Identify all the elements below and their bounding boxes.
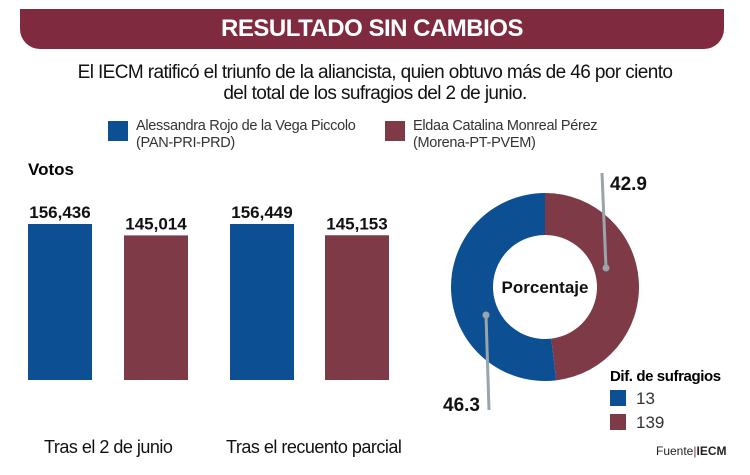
donut-center-label: Porcentaje <box>502 278 589 297</box>
difference-swatch-blue <box>610 390 626 406</box>
legend-name: Alessandra Rojo de la Vega Piccolo <box>136 118 356 134</box>
difference-title: Dif. de sufragios <box>610 368 721 385</box>
slice-value-label: 42.9 <box>610 174 647 195</box>
leader-dot <box>482 311 490 319</box>
source-name: IECM <box>696 444 727 458</box>
y-axis-label: Votos <box>28 160 74 179</box>
difference-swatch-red <box>610 414 626 430</box>
difference-item: 13 <box>610 389 655 409</box>
difference-value: 13 <box>636 389 655 408</box>
bar <box>28 224 92 380</box>
title-banner: RESULTADO SIN CAMBIOS <box>20 9 724 49</box>
subtitle-line-2: del total de los sufragios del 2 de juni… <box>223 83 527 104</box>
bar-value-label: 156,449 <box>231 203 292 222</box>
donut-slice <box>450 193 557 382</box>
bar <box>325 235 389 380</box>
bar <box>124 235 188 380</box>
source-label: Fuente <box>656 444 694 458</box>
difference-value: 139 <box>636 413 665 432</box>
source: Fuente|IECM <box>656 444 727 458</box>
bar-value-label: 145,153 <box>326 214 387 233</box>
slice-value-label: 46.3 <box>443 395 480 416</box>
legend-party: (PAN-PRI-PRD) <box>136 135 235 151</box>
legend-swatch-red <box>385 121 405 141</box>
bar <box>230 223 294 380</box>
legend-item-monreal: Eldaa Catalina Monreal Pérez (Morena-PT-… <box>385 118 598 152</box>
legend-party: (Morena-PT-PVEM) <box>413 135 536 151</box>
bar-value-label: 145,014 <box>125 214 187 233</box>
leader-line <box>484 314 491 411</box>
donut-slice <box>545 193 639 381</box>
category-label: Tras el recuento parcial <box>226 437 402 457</box>
difference-item: 139 <box>610 413 664 433</box>
subtitle: El IECM ratificó el triunfo de la alianc… <box>40 62 710 104</box>
legend-item-rojo: Alessandra Rojo de la Vega Piccolo (PAN-… <box>108 118 356 152</box>
legend-name: Eldaa Catalina Monreal Pérez <box>413 118 598 134</box>
subtitle-line-1: El IECM ratificó el triunfo de la alianc… <box>77 62 673 83</box>
category-label: Tras el 2 de junio <box>44 437 173 457</box>
leader-line <box>600 172 608 269</box>
bar-value-label: 156,436 <box>29 203 90 222</box>
leader-dot <box>602 264 610 272</box>
legend-swatch-blue <box>108 121 128 141</box>
